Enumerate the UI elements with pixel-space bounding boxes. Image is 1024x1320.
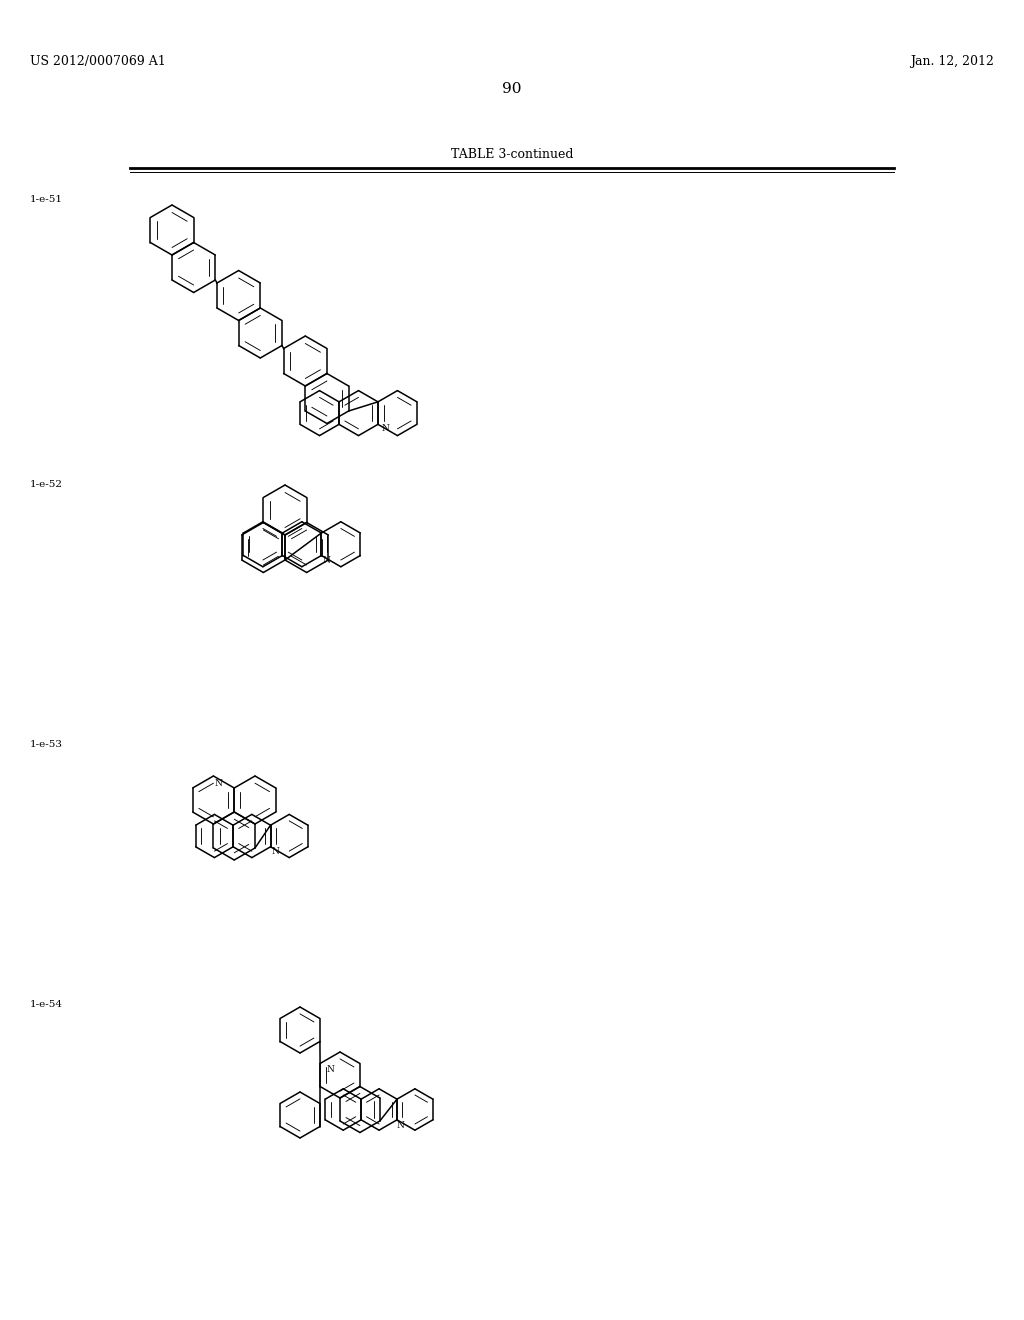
Text: 1-e-51: 1-e-51 [30, 195, 63, 205]
Text: 1-e-54: 1-e-54 [30, 1001, 63, 1008]
Text: US 2012/0007069 A1: US 2012/0007069 A1 [30, 55, 166, 69]
Text: N: N [323, 556, 331, 565]
Text: N: N [397, 1121, 404, 1130]
Text: 1-e-52: 1-e-52 [30, 480, 63, 488]
Text: 1-e-53: 1-e-53 [30, 741, 63, 748]
Text: 90: 90 [502, 82, 522, 96]
Text: TABLE 3-continued: TABLE 3-continued [451, 148, 573, 161]
Text: N: N [271, 847, 280, 857]
Text: N: N [326, 1065, 334, 1074]
Text: N: N [214, 780, 222, 788]
Text: Jan. 12, 2012: Jan. 12, 2012 [910, 55, 994, 69]
Text: N: N [382, 424, 389, 433]
